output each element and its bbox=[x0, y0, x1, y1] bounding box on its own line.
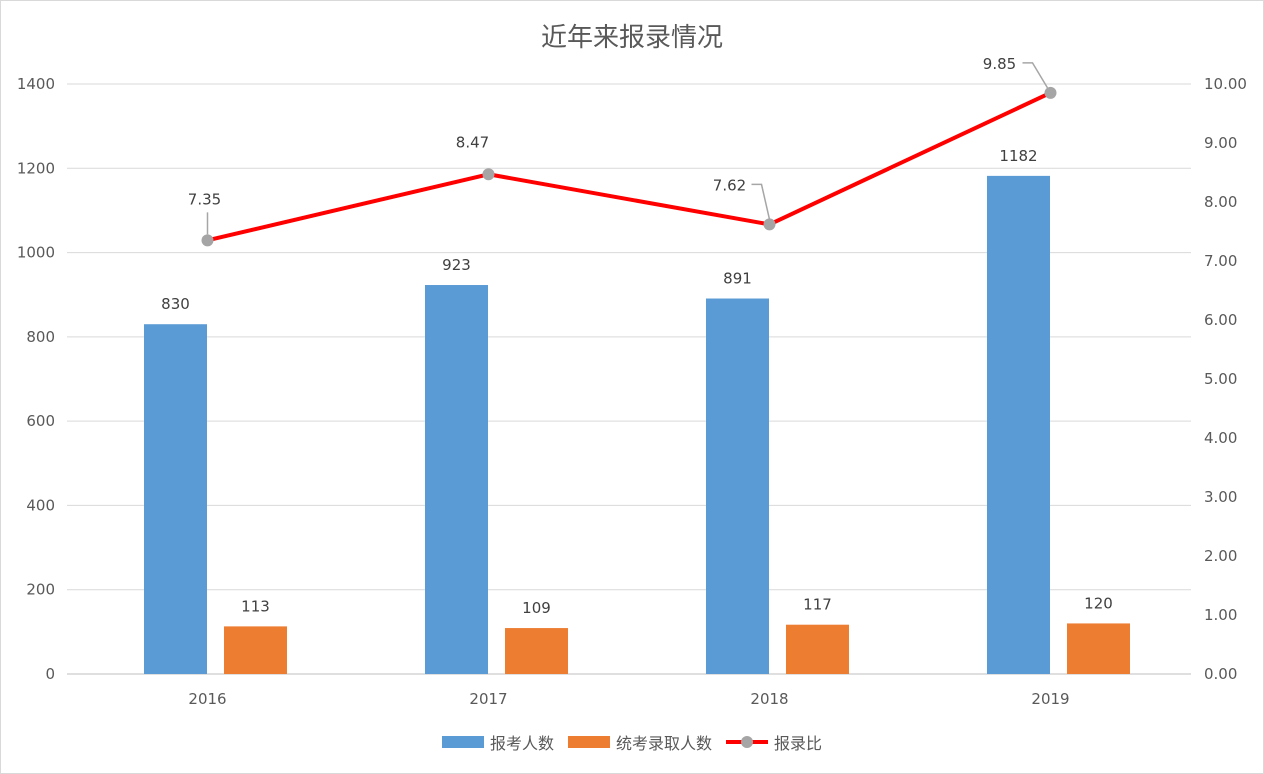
y-left-tick-label: 600 bbox=[26, 412, 55, 430]
leader-line bbox=[751, 183, 771, 220]
line-data-label: 8.47 bbox=[456, 133, 489, 151]
line-data-label: 9.85 bbox=[983, 55, 1016, 73]
y-right-tick-label: 3.00 bbox=[1204, 488, 1237, 506]
bar bbox=[505, 628, 568, 674]
y-right-tick-label: 8.00 bbox=[1204, 193, 1237, 211]
y-left-tick-label: 1400 bbox=[17, 75, 55, 93]
line-point bbox=[201, 234, 214, 247]
y-right-tick-label: 1.00 bbox=[1204, 606, 1237, 624]
legend-swatch-applicants bbox=[441, 736, 484, 748]
line-point bbox=[1044, 86, 1057, 99]
bar bbox=[224, 626, 287, 674]
legend: 报考人数 统考录取人数 报录比 bbox=[1, 730, 1263, 754]
x-tick-label: 2016 bbox=[188, 690, 226, 708]
y-right-tick-label: 2.00 bbox=[1204, 547, 1237, 565]
x-tick-label: 2019 bbox=[1031, 690, 1069, 708]
bar-data-label: 891 bbox=[723, 270, 752, 288]
y-left-tick-label: 1000 bbox=[17, 244, 55, 262]
bar-data-label: 113 bbox=[241, 597, 270, 615]
legend-item-admitted: 统考录取人数 bbox=[567, 730, 712, 754]
leader-line bbox=[1022, 62, 1049, 89]
y-left-tick-label: 200 bbox=[26, 581, 55, 599]
bar-data-label: 117 bbox=[803, 596, 832, 614]
y-left-tick-label: 400 bbox=[26, 496, 55, 514]
line-data-label: 7.62 bbox=[713, 176, 746, 194]
bar bbox=[1067, 623, 1130, 674]
y-right-tick-label: 9.00 bbox=[1204, 134, 1237, 152]
chart-title: 近年来报录情况 bbox=[540, 23, 723, 53]
y-left-tick-label: 1200 bbox=[17, 159, 55, 177]
bar-data-label: 120 bbox=[1084, 594, 1113, 612]
line-point bbox=[763, 218, 776, 231]
bar-data-label: 109 bbox=[522, 599, 551, 617]
legend-item-ratio: 报录比 bbox=[726, 730, 822, 754]
line-point bbox=[482, 168, 495, 181]
x-tick-label: 2017 bbox=[469, 690, 507, 708]
bar bbox=[706, 298, 769, 674]
legend-swatch-admitted bbox=[567, 736, 610, 748]
y-right-tick-label: 5.00 bbox=[1204, 370, 1237, 388]
legend-swatch-ratio bbox=[726, 736, 768, 748]
legend-label-admitted: 统考录取人数 bbox=[615, 734, 712, 753]
legend-label-applicants: 报考人数 bbox=[489, 734, 554, 753]
y-right-tick-label: 6.00 bbox=[1204, 311, 1237, 329]
y-right-tick-label: 4.00 bbox=[1204, 429, 1237, 447]
y-left-tick-label: 800 bbox=[26, 328, 55, 346]
y-right-tick-label: 0.00 bbox=[1204, 665, 1237, 683]
bar bbox=[425, 285, 488, 674]
x-tick-label: 2018 bbox=[750, 690, 788, 708]
bar bbox=[786, 624, 849, 674]
legend-item-applicants: 报考人数 bbox=[441, 730, 554, 754]
bar bbox=[144, 324, 207, 674]
line-data-label: 7.35 bbox=[188, 190, 221, 208]
bar bbox=[987, 175, 1050, 674]
bar-data-label: 830 bbox=[161, 295, 190, 313]
bar-data-label: 1182 bbox=[999, 147, 1037, 165]
y-right-tick-label: 7.00 bbox=[1204, 252, 1237, 270]
bar-data-label: 923 bbox=[442, 256, 471, 274]
y-right-tick-label: 10.00 bbox=[1204, 75, 1247, 93]
legend-label-ratio: 报录比 bbox=[774, 734, 823, 753]
y-left-tick-label: 0 bbox=[45, 665, 55, 683]
line-series-ratio bbox=[207, 91, 1052, 243]
